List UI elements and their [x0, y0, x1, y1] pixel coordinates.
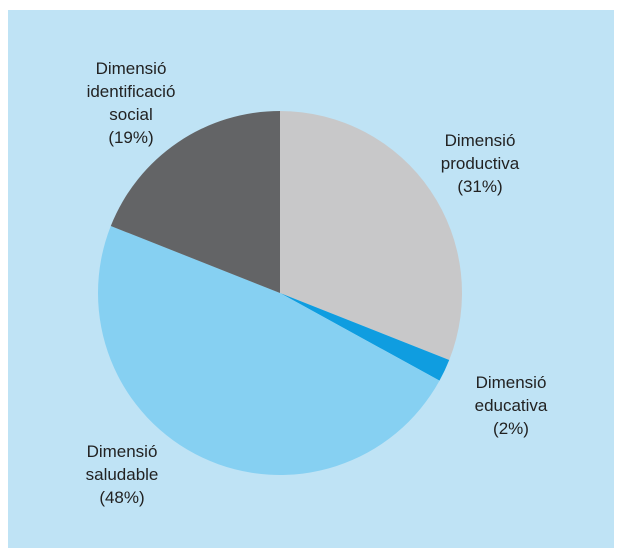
slice-label-line: Dimensió	[87, 442, 158, 461]
slice-label-line: Dimensió	[476, 373, 547, 392]
pie-slice-identificacio-social	[110, 110, 281, 293]
slice-label-line: (48%)	[99, 488, 144, 507]
slice-label-productiva: Dimensió productiva (31%)	[441, 131, 520, 196]
slice-label-saludable: Dimensió saludable (48%)	[86, 442, 159, 507]
slice-label-line: (31%)	[457, 177, 502, 196]
slice-label-line: identificació	[87, 82, 176, 101]
chart-panel: Dimensió productiva (31%) Dimensió educativa…	[8, 10, 614, 548]
pie-slice-saludable	[97, 226, 440, 476]
slice-label-line: Dimensió	[96, 59, 167, 78]
slice-label-line: social	[109, 105, 152, 124]
slice-label-educativa: Dimensió educativa (2%)	[475, 373, 548, 438]
slice-label-line: (19%)	[108, 128, 153, 147]
slice-label-line: productiva	[441, 154, 520, 173]
slice-label-line: (2%)	[493, 419, 529, 438]
pie-slice-productiva	[280, 111, 463, 360]
slice-label-line: Dimensió	[445, 131, 516, 150]
slice-label-line: educativa	[475, 396, 548, 415]
pie-slice-educativa	[280, 293, 450, 381]
pie-chart: Dimensió productiva (31%) Dimensió educativa…	[86, 59, 548, 507]
slice-label-line: saludable	[86, 465, 159, 484]
slice-label-identificacio-social: Dimensió identificació social (19%)	[87, 59, 176, 147]
